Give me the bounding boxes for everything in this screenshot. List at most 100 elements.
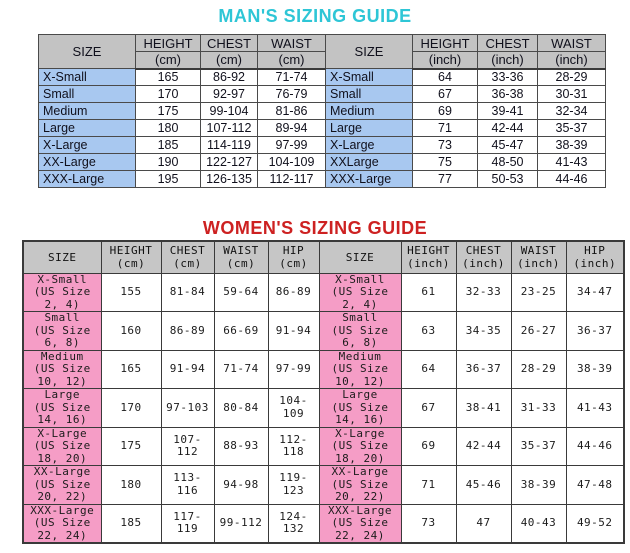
header-unit: (cm): [116, 257, 146, 271]
value-cell: 61: [400, 272, 457, 312]
value-cell: 155: [100, 272, 162, 312]
size-cell: Small (US Size 6, 8): [318, 311, 402, 351]
value-cell: 81-86: [257, 102, 326, 120]
table-row: XXX-Large (US Size 22, 24) 185 117- 119 99-…: [22, 503, 625, 544]
value-cell: 69: [412, 102, 478, 120]
value-cell: 126-135: [200, 170, 258, 188]
value-cell: 35-37: [510, 426, 567, 466]
size-cell: Large (US Size 14, 16): [318, 388, 402, 428]
size-cell: XXX-Large: [325, 170, 413, 188]
womens-size-column-header-inch: SIZE: [318, 240, 402, 274]
value-cell: 23-25: [510, 272, 567, 312]
value-cell: 80-84: [213, 388, 269, 428]
value-cell: 33-36: [477, 68, 538, 86]
value-cell: 71-74: [257, 68, 326, 86]
value-cell: 36-37: [455, 349, 512, 389]
value-cell: 99-104: [200, 102, 258, 120]
value-cell: 88-93: [213, 426, 269, 466]
table-row: X-Small 165 86-92 71-74 X-Small 64 33-36 28-29: [38, 68, 606, 86]
header-unit: (cm): [279, 257, 308, 271]
value-cell: 38-39: [537, 136, 606, 154]
size-cell: XXX-Large: [38, 170, 136, 188]
size-cell: XXX-Large (US Size 22, 24): [22, 503, 102, 544]
value-cell: 117- 119: [160, 503, 215, 544]
value-cell: 122-127: [200, 153, 258, 171]
value-cell: 35-37: [537, 119, 606, 137]
value-cell: 39-41: [477, 102, 538, 120]
table-row: X-Large 185 114-119 97-99 X-Large 73 45-47 38-3…: [38, 136, 606, 154]
header-unit: (inch): [407, 257, 450, 271]
value-cell: 50-53: [477, 170, 538, 188]
mens-waist-inch-header: WAIST: [537, 34, 606, 52]
value-cell: 45-46: [455, 465, 512, 505]
size-cell: Medium (US Size 10, 12): [318, 349, 402, 389]
value-cell: 97-99: [267, 349, 320, 389]
value-cell: 38-39: [565, 349, 625, 389]
value-cell: 124- 132: [267, 503, 320, 544]
mens-table-body: X-Small 165 86-92 71-74 X-Small 64 33-36 28-29 S…: [38, 68, 606, 188]
womens-header-row: SIZE HEIGHT (cm) CHEST (cm) WAIST (cm) H…: [22, 240, 625, 274]
womens-waist-cm-header: WAIST (cm): [213, 240, 269, 274]
header-label: HIP: [282, 244, 305, 258]
value-cell: 30-31: [537, 85, 606, 103]
header-label: CHEST: [169, 244, 206, 258]
header-unit: (inch): [462, 257, 505, 271]
womens-table-header: SIZE HEIGHT (cm) CHEST (cm) WAIST (cm) H…: [22, 240, 625, 274]
table-row: Large (US Size 14, 16) 170 97-103 80-84 104-…: [22, 388, 625, 428]
womens-waist-inch-header: WAIST (inch): [510, 240, 567, 274]
table-row: XX-Large (US Size 20, 22) 180 113- 116 94-9…: [22, 465, 625, 505]
value-cell: 69: [400, 426, 457, 466]
value-cell: 77: [412, 170, 478, 188]
womens-hip-cm-header: HIP (cm): [267, 240, 320, 274]
value-cell: 67: [412, 85, 478, 103]
size-cell: XX-Large (US Size 20, 22): [318, 465, 402, 505]
size-cell: X-Large: [38, 136, 136, 154]
value-cell: 94-98: [213, 465, 269, 505]
value-cell: 160: [100, 311, 162, 351]
value-cell: 113- 116: [160, 465, 215, 505]
value-cell: 67: [400, 388, 457, 428]
size-cell: Large: [38, 119, 136, 137]
value-cell: 31-33: [510, 388, 567, 428]
womens-chest-inch-header: CHEST (inch): [455, 240, 512, 274]
size-cell: X-Small: [38, 68, 136, 86]
value-cell: 86-92: [200, 68, 258, 86]
header-label: WAIST: [223, 244, 259, 258]
mens-guide-title: MAN'S SIZING GUIDE: [218, 6, 412, 26]
value-cell: 119- 123: [267, 465, 320, 505]
table-row: X-Large (US Size 18, 20) 175 107- 112 88-93…: [22, 426, 625, 466]
value-cell: 28-29: [510, 349, 567, 389]
size-cell: Small (US Size 6, 8): [22, 311, 102, 351]
value-cell: 107-112: [200, 119, 258, 137]
value-cell: 180: [135, 119, 201, 137]
value-cell: 107- 112: [160, 426, 215, 466]
value-cell: 63: [400, 311, 457, 351]
value-cell: 44-46: [565, 426, 625, 466]
size-cell: X-Large: [325, 136, 413, 154]
value-cell: 91-94: [267, 311, 320, 351]
mens-height-inch-unit: (inch): [412, 51, 478, 70]
value-cell: 165: [135, 68, 201, 86]
table-row: Small (US Size 6, 8) 160 86-89 66-69 91-94 Sm…: [22, 311, 625, 351]
value-cell: 38-41: [455, 388, 512, 428]
table-row: XX-Large 190 122-127 104-109 XXLarge 75 48-50 4…: [38, 153, 606, 171]
value-cell: 38-39: [510, 465, 567, 505]
value-cell: 97-103: [160, 388, 215, 428]
table-row: Small 170 92-97 76-79 Small 67 36-38 30-31: [38, 85, 606, 103]
value-cell: 112- 118: [267, 426, 320, 466]
size-cell: Medium: [325, 102, 413, 120]
value-cell: 175: [135, 102, 201, 120]
size-cell: Small: [325, 85, 413, 103]
value-cell: 42-44: [455, 426, 512, 466]
value-cell: 185: [135, 136, 201, 154]
value-cell: 99-112: [213, 503, 269, 544]
header-label: HEIGHT: [109, 244, 153, 258]
size-cell: Medium: [38, 102, 136, 120]
value-cell: 89-94: [257, 119, 326, 137]
header-unit: (inch): [517, 257, 560, 271]
size-cell: Large: [325, 119, 413, 137]
womens-sizing-table: SIZE HEIGHT (cm) CHEST (cm) WAIST (cm) H…: [22, 240, 625, 544]
womens-chest-cm-header: CHEST (cm): [160, 240, 215, 274]
value-cell: 175: [100, 426, 162, 466]
mens-waist-cm-unit: (cm): [257, 51, 326, 70]
